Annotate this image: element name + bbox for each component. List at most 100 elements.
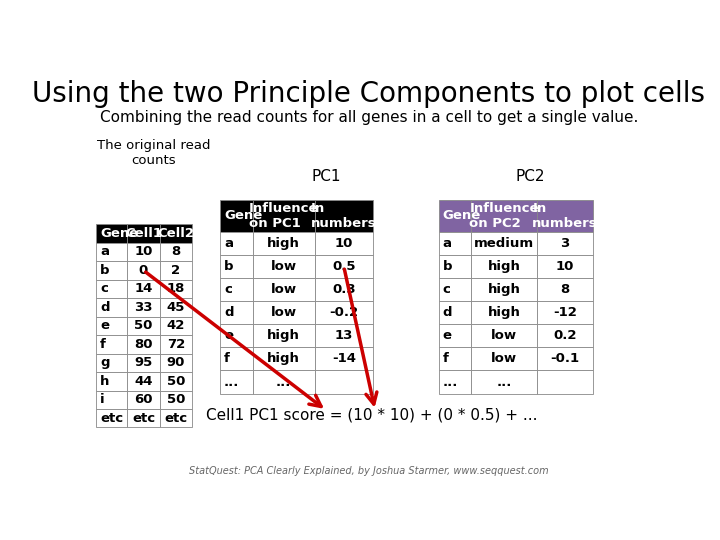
- FancyBboxPatch shape: [160, 261, 192, 280]
- FancyBboxPatch shape: [472, 370, 537, 394]
- FancyBboxPatch shape: [438, 325, 472, 347]
- FancyBboxPatch shape: [127, 224, 160, 242]
- Text: low: low: [491, 353, 517, 366]
- Text: i: i: [100, 393, 104, 406]
- Text: Influence
on PC2: Influence on PC2: [469, 202, 539, 230]
- FancyBboxPatch shape: [537, 278, 593, 301]
- Text: high: high: [488, 283, 521, 296]
- Text: high: high: [488, 260, 521, 273]
- FancyBboxPatch shape: [315, 347, 373, 370]
- FancyBboxPatch shape: [537, 325, 593, 347]
- FancyBboxPatch shape: [127, 242, 160, 261]
- FancyBboxPatch shape: [96, 390, 127, 409]
- FancyBboxPatch shape: [472, 347, 537, 370]
- FancyBboxPatch shape: [253, 370, 315, 394]
- Text: 13: 13: [335, 329, 353, 342]
- FancyBboxPatch shape: [220, 301, 253, 325]
- Text: etc: etc: [100, 411, 123, 425]
- FancyBboxPatch shape: [96, 316, 127, 335]
- FancyBboxPatch shape: [220, 325, 253, 347]
- FancyBboxPatch shape: [472, 325, 537, 347]
- FancyBboxPatch shape: [220, 347, 253, 370]
- Text: -12: -12: [553, 306, 577, 319]
- Text: ...: ...: [497, 375, 512, 389]
- Text: The original read
counts: The original read counts: [96, 139, 210, 167]
- Text: 50: 50: [167, 393, 185, 406]
- FancyBboxPatch shape: [96, 372, 127, 390]
- Text: Using the two Principle Components to plot cells: Using the two Principle Components to pl…: [32, 80, 706, 108]
- Text: etc: etc: [164, 411, 188, 425]
- Text: In
numbers: In numbers: [532, 202, 598, 230]
- Text: 42: 42: [167, 319, 185, 332]
- FancyBboxPatch shape: [127, 280, 160, 298]
- FancyBboxPatch shape: [220, 232, 253, 255]
- Text: 90: 90: [167, 356, 185, 369]
- Text: b: b: [100, 264, 109, 277]
- FancyBboxPatch shape: [438, 370, 472, 394]
- Text: g: g: [100, 356, 109, 369]
- FancyBboxPatch shape: [537, 200, 593, 232]
- Text: low: low: [271, 260, 297, 273]
- FancyBboxPatch shape: [160, 298, 192, 316]
- FancyBboxPatch shape: [96, 335, 127, 354]
- FancyBboxPatch shape: [160, 316, 192, 335]
- Text: 33: 33: [134, 301, 153, 314]
- FancyBboxPatch shape: [96, 242, 127, 261]
- FancyBboxPatch shape: [96, 224, 127, 242]
- Text: ...: ...: [443, 375, 458, 389]
- Text: high: high: [488, 306, 521, 319]
- FancyBboxPatch shape: [96, 409, 127, 428]
- Text: a: a: [443, 237, 451, 250]
- Text: e: e: [224, 329, 233, 342]
- FancyBboxPatch shape: [315, 370, 373, 394]
- FancyBboxPatch shape: [220, 200, 253, 232]
- Text: Cell1: Cell1: [125, 227, 162, 240]
- FancyBboxPatch shape: [472, 232, 537, 255]
- Text: 10: 10: [335, 237, 353, 250]
- FancyBboxPatch shape: [127, 354, 160, 372]
- Text: high: high: [267, 353, 300, 366]
- FancyBboxPatch shape: [253, 255, 315, 278]
- Text: f: f: [443, 353, 449, 366]
- FancyBboxPatch shape: [127, 409, 160, 428]
- Text: 50: 50: [167, 375, 185, 388]
- Text: PC1: PC1: [312, 169, 341, 184]
- Text: e: e: [100, 319, 109, 332]
- FancyBboxPatch shape: [160, 242, 192, 261]
- Text: -0.1: -0.1: [551, 353, 580, 366]
- FancyBboxPatch shape: [127, 316, 160, 335]
- Text: e: e: [443, 329, 451, 342]
- FancyBboxPatch shape: [537, 370, 593, 394]
- Text: Influence
on PC1: Influence on PC1: [249, 202, 318, 230]
- FancyBboxPatch shape: [537, 255, 593, 278]
- Text: 44: 44: [134, 375, 153, 388]
- Text: Combining the read counts for all genes in a cell to get a single value.: Combining the read counts for all genes …: [100, 110, 638, 125]
- FancyBboxPatch shape: [438, 232, 472, 255]
- Text: 3: 3: [560, 237, 570, 250]
- FancyBboxPatch shape: [537, 232, 593, 255]
- FancyBboxPatch shape: [438, 278, 472, 301]
- FancyBboxPatch shape: [160, 335, 192, 354]
- FancyBboxPatch shape: [127, 390, 160, 409]
- Text: d: d: [443, 306, 452, 319]
- FancyBboxPatch shape: [160, 224, 192, 242]
- FancyBboxPatch shape: [315, 232, 373, 255]
- FancyBboxPatch shape: [438, 301, 472, 325]
- Text: ...: ...: [224, 375, 240, 389]
- Text: 0.3: 0.3: [332, 283, 356, 296]
- Text: -14: -14: [332, 353, 356, 366]
- Text: StatQuest: PCA Clearly Explained, by Joshua Starmer, www.seqquest.com: StatQuest: PCA Clearly Explained, by Jos…: [189, 467, 549, 476]
- Text: 2: 2: [171, 264, 181, 277]
- Text: f: f: [100, 338, 106, 351]
- FancyBboxPatch shape: [160, 409, 192, 428]
- Text: c: c: [224, 283, 232, 296]
- Text: 80: 80: [134, 338, 153, 351]
- FancyBboxPatch shape: [220, 370, 253, 394]
- Text: medium: medium: [474, 237, 534, 250]
- Text: high: high: [267, 237, 300, 250]
- Text: 8: 8: [171, 245, 181, 259]
- FancyBboxPatch shape: [537, 347, 593, 370]
- FancyBboxPatch shape: [315, 325, 373, 347]
- Text: low: low: [491, 329, 517, 342]
- FancyBboxPatch shape: [253, 278, 315, 301]
